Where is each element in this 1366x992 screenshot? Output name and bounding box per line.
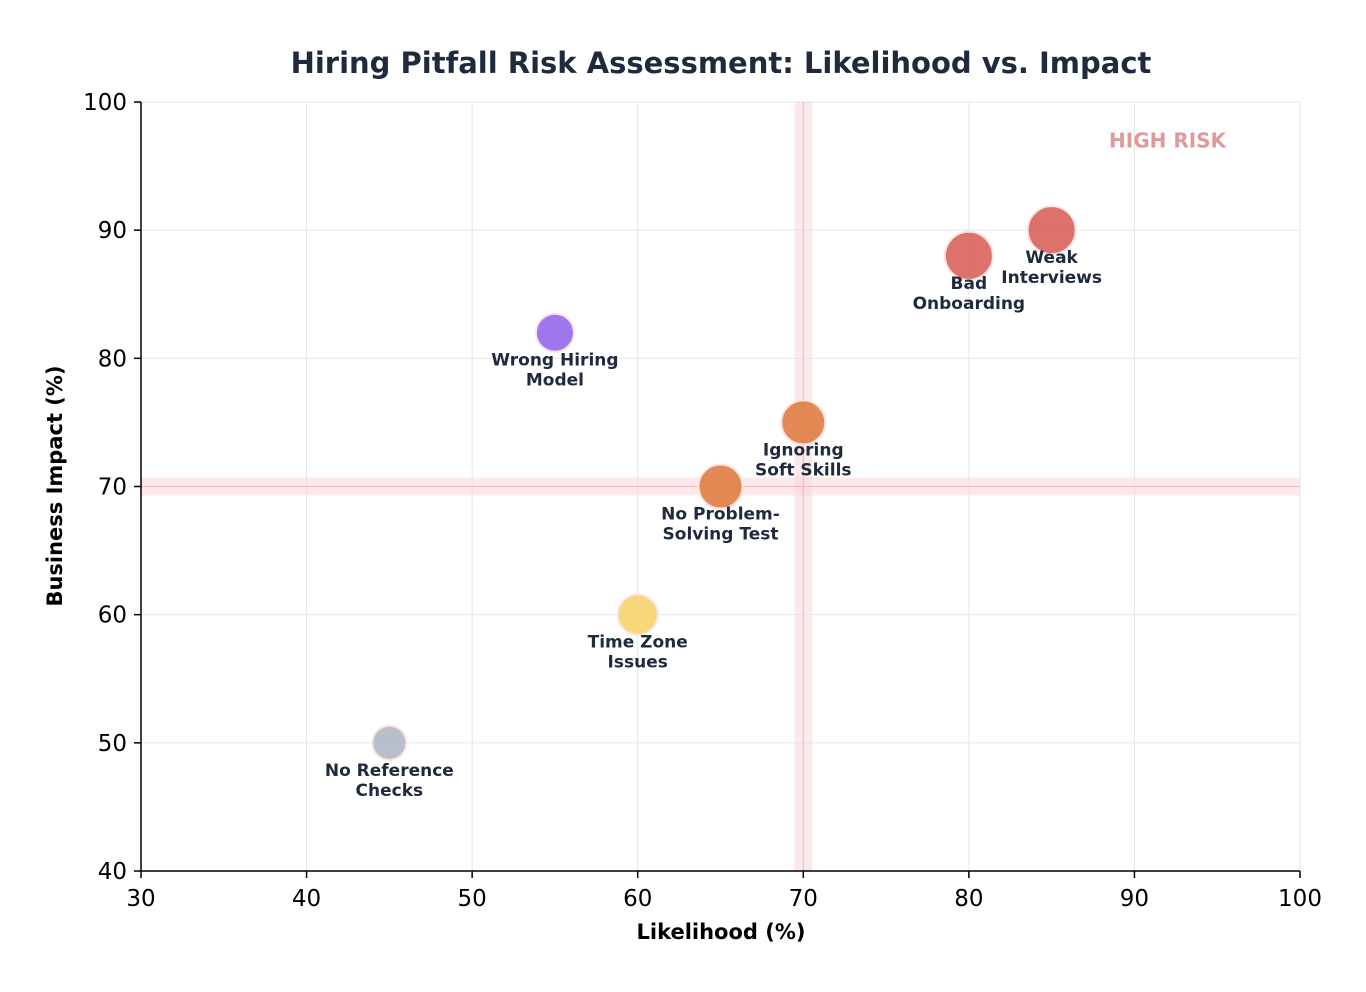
point-label: Solving Test: [663, 525, 779, 545]
point-label: No Problem-: [661, 505, 780, 525]
point-label: Soft Skills: [755, 460, 852, 480]
data-point: [371, 724, 408, 761]
y-tick-label: 60: [98, 603, 127, 629]
y-tick-label: 70: [98, 475, 127, 501]
point-label: Ignoring: [763, 440, 844, 460]
x-axis-label: Likelihood (%): [636, 920, 805, 944]
point-label: No Reference: [325, 761, 454, 781]
x-tick-label: 70: [789, 886, 818, 912]
y-tick-label: 80: [98, 346, 127, 372]
point-label: Time Zone: [588, 633, 688, 653]
chart-title: Hiring Pitfall Risk Assessment: Likeliho…: [291, 46, 1152, 80]
y-tick-label: 40: [98, 859, 127, 885]
data-point: [1026, 205, 1077, 256]
point-label: Bad: [951, 274, 988, 294]
x-tick-label: 80: [954, 886, 983, 912]
point-label: Interviews: [1001, 268, 1102, 288]
point-label: Wrong Hiring: [491, 351, 618, 371]
y-tick-label: 50: [98, 731, 127, 757]
data-point: [616, 593, 659, 636]
x-tick-label: 100: [1278, 886, 1322, 912]
y-axis-label: Business Impact (%): [43, 365, 67, 606]
data-point: [697, 463, 744, 510]
x-tick-label: 90: [1120, 886, 1149, 912]
x-tick-label: 30: [126, 886, 155, 912]
x-tick-label: 60: [623, 886, 652, 912]
point-label: Weak: [1025, 248, 1078, 268]
data-point: [943, 230, 994, 281]
y-tick-label: 100: [83, 90, 127, 116]
y-tick-label: 90: [98, 218, 127, 244]
point-label: Issues: [608, 653, 668, 673]
point-label: Onboarding: [913, 294, 1026, 314]
point-label: Checks: [356, 781, 424, 801]
x-tick-label: 50: [458, 886, 487, 912]
data-point: [780, 399, 827, 446]
high-risk-annotation: HIGH RISK: [1109, 128, 1228, 152]
data-point: [534, 312, 575, 353]
x-tick-label: 40: [292, 886, 321, 912]
point-label: Model: [526, 371, 584, 391]
